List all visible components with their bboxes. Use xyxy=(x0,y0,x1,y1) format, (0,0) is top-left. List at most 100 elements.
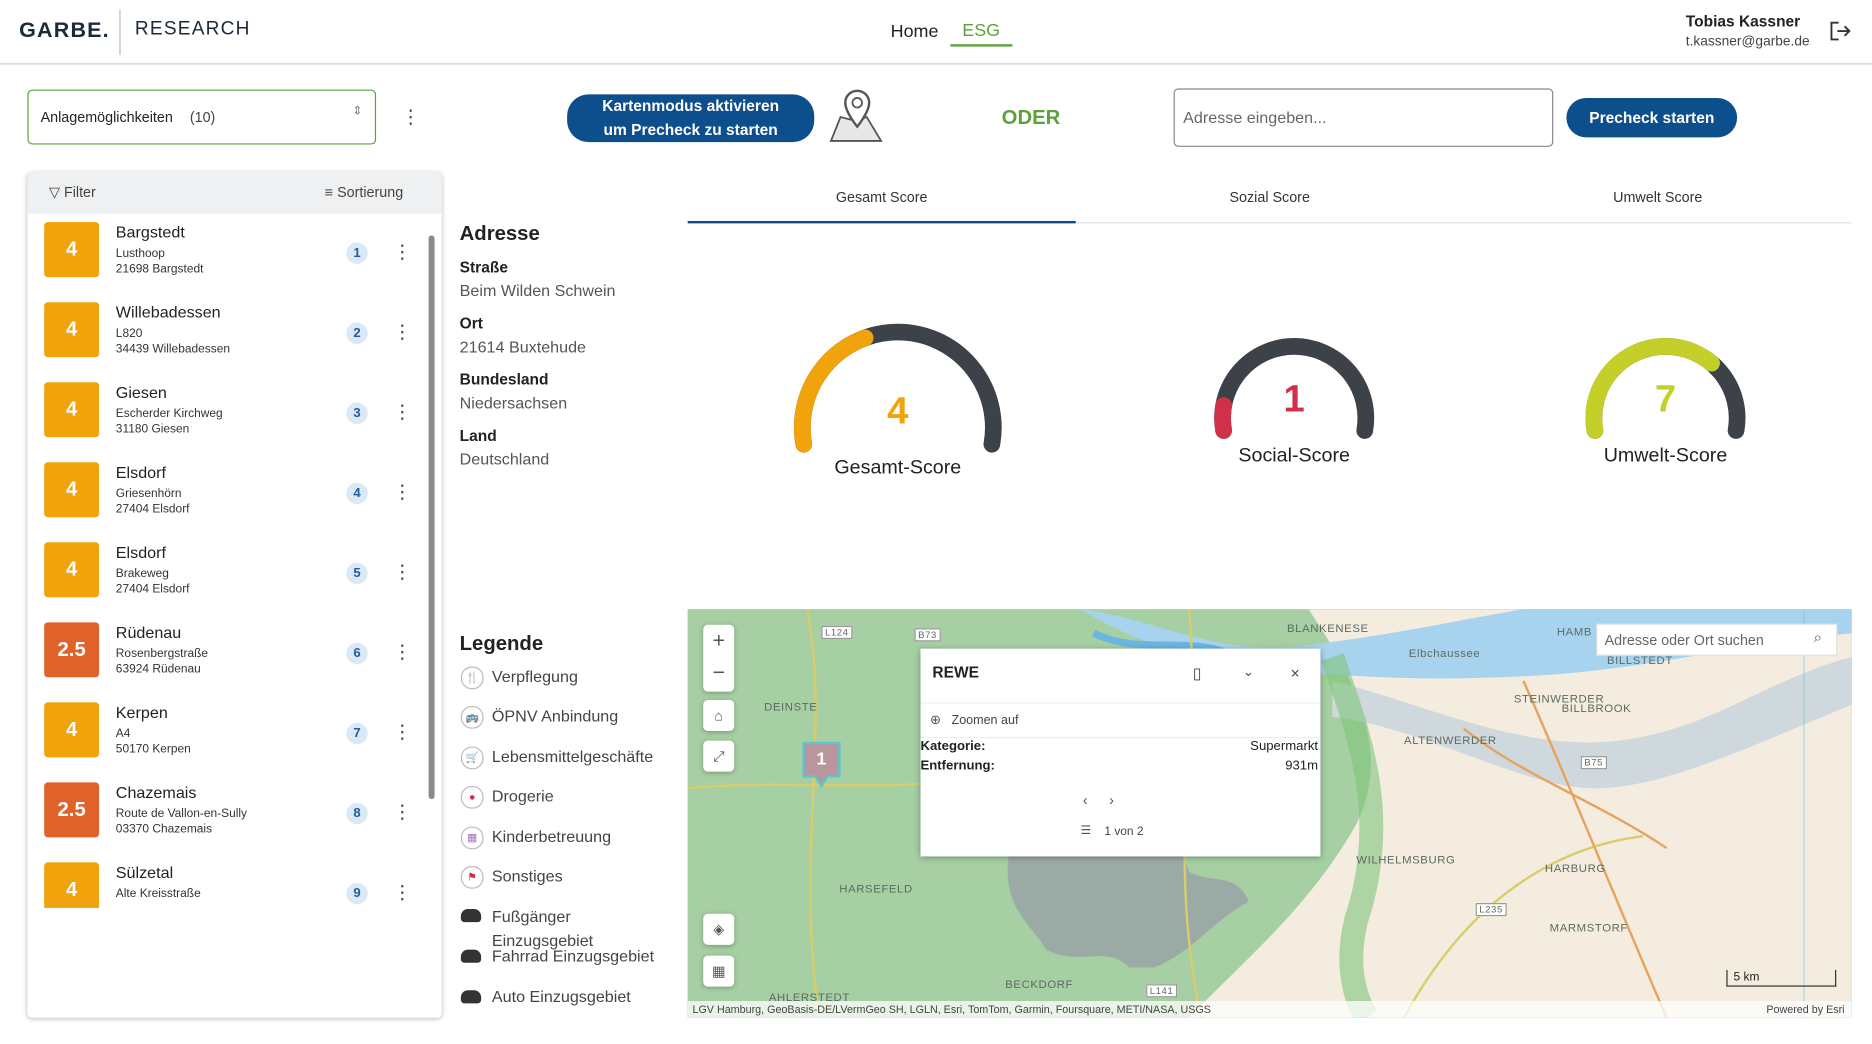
gauge-number: 1 xyxy=(1284,377,1305,420)
user-name: Tobias Kassner xyxy=(1685,11,1801,30)
list-item[interactable]: 4 Giesen Escherder Kirchweg 31180 Giesen 3 ⋮ xyxy=(27,374,427,454)
filter-button[interactable]: ▽ Filter xyxy=(49,184,96,201)
map[interactable]: DEINSTE HARSEFELD BECKDORF AHLERSTEDT BLANKE… xyxy=(687,609,1852,1018)
place-label: MARMSTORF xyxy=(1549,922,1628,936)
legend-label: Sonstiges xyxy=(491,867,563,886)
place-label: BILLBROOK xyxy=(1561,702,1632,716)
map-search-placeholder: Adresse oder Ort suchen xyxy=(1604,631,1764,649)
filter-label: Filter xyxy=(63,183,96,201)
zoom-out[interactable]: − xyxy=(712,660,725,685)
legend-icon: ▦ xyxy=(460,826,484,850)
gauge-value xyxy=(1585,338,1720,439)
tab[interactable]: Umwelt Score xyxy=(1613,188,1703,206)
legend-label: Kinderbetreuung xyxy=(491,827,612,846)
address-input[interactable] xyxy=(1173,88,1554,147)
search-icon[interactable]: ⌕ xyxy=(1813,628,1823,647)
filter-icon: ▽ xyxy=(48,183,64,201)
product-name: RESEARCH xyxy=(134,19,251,40)
score-badge: 4 xyxy=(44,222,100,278)
item-street: Escherder Kirchweg xyxy=(115,407,223,421)
divider xyxy=(119,9,121,55)
item-city: 50170 Kerpen xyxy=(115,742,191,757)
rank-badge: 5 xyxy=(346,562,368,585)
gauge-value xyxy=(1214,397,1232,439)
popup-dock[interactable]: ▯ xyxy=(1192,664,1202,683)
popup-close[interactable]: × xyxy=(1290,664,1300,683)
nav-home[interactable]: Home xyxy=(890,21,939,42)
item-city: 03370 Chazemais xyxy=(115,823,213,837)
zoom-control[interactable]: + − xyxy=(703,624,735,692)
legend-label: ÖPNV Anbindung xyxy=(491,707,619,726)
logout-icon[interactable] xyxy=(1829,20,1851,42)
list-item[interactable]: 4 Kerpen A4 50170 Kerpen 7 ⋮ xyxy=(27,694,427,774)
fullscreen-button[interactable]: ⤢ xyxy=(703,740,735,772)
place-label: L235 xyxy=(1475,903,1507,917)
list-item[interactable]: 2.5 Rüdenau Rosenbergstraße 63924 Rüdenau 6 ⋮ xyxy=(27,614,427,694)
marker-label: 1 xyxy=(816,748,827,770)
layers-button[interactable]: ◈ xyxy=(703,913,735,945)
legend-heading: Legende xyxy=(459,631,544,655)
tab-indicator xyxy=(687,220,1076,224)
select-arrow: ⇕ xyxy=(352,105,363,119)
gauge-number: 7 xyxy=(1655,377,1676,420)
tab[interactable]: Gesamt Score xyxy=(835,188,928,206)
list-item[interactable]: 4 Willebadessen L820 34439 Willebadessen 2 ⋮ xyxy=(27,294,427,374)
sort-label: Sortierung xyxy=(337,183,404,201)
gauge-number: 4 xyxy=(887,389,909,432)
list-item[interactable]: 4 Elsdorf Griesenhörn 27404 Elsdorf 4 ⋮ xyxy=(27,454,427,534)
score-badge: 4 xyxy=(44,382,100,438)
popup-nav[interactable]: ‹› xyxy=(1082,791,1136,809)
item-menu: ⋮ xyxy=(392,402,412,423)
scrollbar[interactable] xyxy=(428,235,435,800)
popup-zoom[interactable]: ⊕ Zoomen auf xyxy=(920,702,1321,739)
user-email: t.kassner@garbe.de xyxy=(1685,34,1810,49)
item-name: Elsdorf xyxy=(115,463,166,482)
nav-esg[interactable]: ESG xyxy=(950,20,1013,47)
scale-bar xyxy=(1726,969,1837,987)
gauge-value xyxy=(793,329,874,453)
kebab[interactable]: ⋮ xyxy=(401,107,421,128)
place-label: Elbchaussee xyxy=(1408,647,1481,661)
map-marker[interactable] xyxy=(799,738,844,798)
popup-row-value: Supermarkt xyxy=(1250,739,1319,754)
popup-collapse[interactable]: ⌄ xyxy=(1242,665,1254,680)
basemap-button[interactable]: ▦ xyxy=(703,955,735,987)
zoom-in[interactable]: + xyxy=(712,628,725,653)
select-count: (10) xyxy=(189,108,216,126)
legend-icon xyxy=(460,909,482,923)
list-item[interactable]: 4 Sülzetal Alte Kreisstraße 9 ⋮ xyxy=(27,854,427,908)
map-search[interactable] xyxy=(1596,623,1838,656)
item-menu: ⋮ xyxy=(392,482,412,503)
sort-button[interactable]: ≡ Sortierung xyxy=(325,184,403,201)
item-menu: ⋮ xyxy=(392,882,412,904)
select[interactable] xyxy=(27,89,377,145)
zoom-label: Zoomen auf xyxy=(951,713,1019,728)
rank-badge: 4 xyxy=(346,482,368,505)
list-item[interactable]: 2.5 Chazemais Route de Vallon-en-Sully 0337… xyxy=(27,774,427,854)
powered-by: Powered by Esri xyxy=(1766,1003,1845,1016)
item-street: L820 xyxy=(115,327,143,341)
field-value: Niedersachsen xyxy=(459,394,568,413)
list-item[interactable]: 4 Elsdorf Brakeweg 27404 Elsdorf 5 ⋮ xyxy=(27,534,427,614)
item-city: 27404 Elsdorf xyxy=(115,582,190,597)
rank-badge: 8 xyxy=(346,802,368,825)
zoom-icon: ⊕ xyxy=(930,713,942,728)
tab[interactable]: Sozial Score xyxy=(1229,188,1310,206)
logo[interactable]: GARBE. xyxy=(19,17,110,42)
attribution-bar xyxy=(687,1000,1852,1018)
place-label: B73 xyxy=(914,628,941,642)
map-icon xyxy=(829,89,883,142)
place-label: BLANKENESE xyxy=(1287,622,1369,636)
legend-icon: ⚑ xyxy=(460,866,484,889)
list-item[interactable]: 4 Bargstedt Lusthoop 21698 Bargstedt 1 ⋮ xyxy=(27,214,427,294)
map-mode-button[interactable]: Kartenmodus aktivieren um Precheck zu st… xyxy=(567,94,815,143)
popup-pager: 1 von 2 xyxy=(1104,825,1144,839)
place-label: HARBURG xyxy=(1544,862,1606,876)
place-label: HAMB xyxy=(1556,625,1593,640)
place-label: B75 xyxy=(1580,756,1607,770)
precheck-button[interactable]: Precheck starten xyxy=(1566,97,1738,138)
item-name: Willebadessen xyxy=(115,303,221,322)
item-street: Brakeweg xyxy=(115,567,169,581)
home-button[interactable]: ⌂ xyxy=(703,699,735,732)
gauge-label: Gesamt-Score xyxy=(834,456,961,478)
